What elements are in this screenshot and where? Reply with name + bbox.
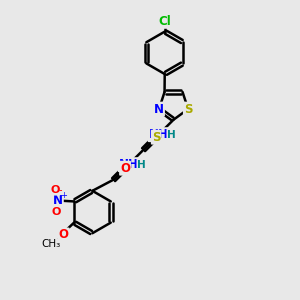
Text: O: O [59, 229, 69, 242]
Text: S: S [184, 103, 192, 116]
Text: H: H [167, 130, 176, 140]
Text: O: O [52, 207, 61, 217]
Text: Cl: Cl [158, 15, 171, 28]
Text: S: S [152, 131, 160, 144]
Text: NH: NH [118, 158, 139, 171]
Text: NH: NH [148, 128, 169, 141]
Text: N: N [154, 103, 164, 116]
Text: H: H [137, 160, 146, 170]
Text: +: + [60, 191, 67, 200]
Text: N: N [53, 194, 63, 207]
Text: CH₃: CH₃ [42, 239, 61, 249]
Text: O: O [120, 162, 130, 175]
Text: O: O [50, 184, 60, 195]
Text: -: - [58, 184, 62, 195]
